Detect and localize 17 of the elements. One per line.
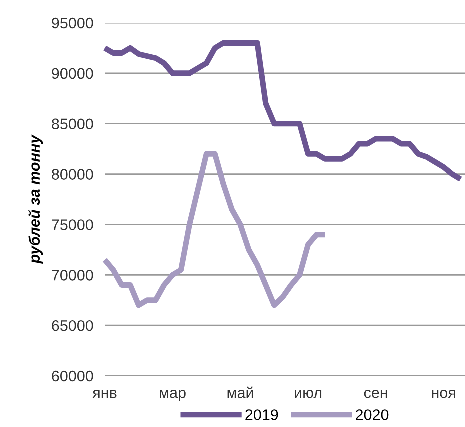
y-tick-label: 90000	[52, 68, 94, 80]
legend-label: 2020	[356, 410, 389, 420]
y-tick-label: 80000	[52, 169, 94, 180]
x-tick-label: янв	[92, 390, 117, 398]
y-tick-label: 65000	[52, 320, 94, 332]
y-tick-label: 70000	[52, 270, 94, 281]
x-tick-label: май	[228, 386, 254, 398]
y-tick-label: 75000	[52, 220, 94, 230]
legend-label: 2019	[246, 410, 278, 420]
x-tick-label: сен	[364, 390, 388, 398]
x-tick-label: июл	[295, 390, 322, 398]
y-tick-label: 85000	[52, 118, 94, 130]
x-tick-label: ноя	[432, 390, 456, 398]
x-tick-label: мар	[160, 390, 186, 402]
y-tick-label: 95000	[52, 18, 94, 29]
y-tick-label: 60000	[52, 370, 94, 382]
y-axis-title: рублей за тонну	[28, 134, 44, 264]
